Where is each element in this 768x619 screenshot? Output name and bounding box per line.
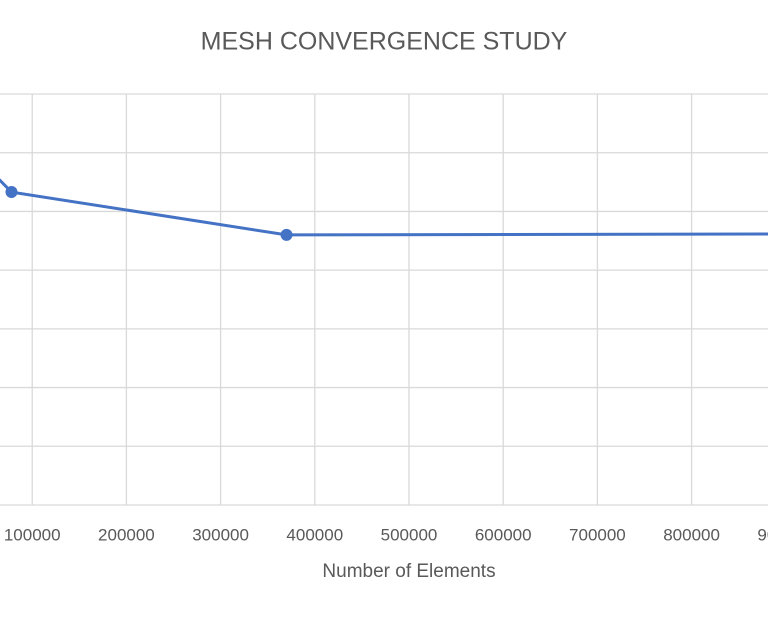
x-tick-label: 900000 — [757, 525, 768, 544]
x-tick-label: 800000 — [663, 525, 720, 544]
series-line — [0, 178, 768, 237]
x-tick-label: 300000 — [192, 525, 249, 544]
chart-title: MESH CONVERGENCE STUDY — [201, 28, 568, 56]
data-point — [280, 228, 293, 241]
x-tick-label: 700000 — [569, 525, 626, 544]
x-tick-label: 200000 — [98, 525, 155, 544]
data-point — [5, 186, 18, 199]
x-tick-label: 600000 — [475, 525, 532, 544]
x-tick-label: 100000 — [4, 525, 61, 544]
x-tick-label: 500000 — [381, 525, 438, 544]
x-tick-label: 400000 — [286, 525, 343, 544]
x-axis-label: Number of Elements — [322, 561, 495, 582]
